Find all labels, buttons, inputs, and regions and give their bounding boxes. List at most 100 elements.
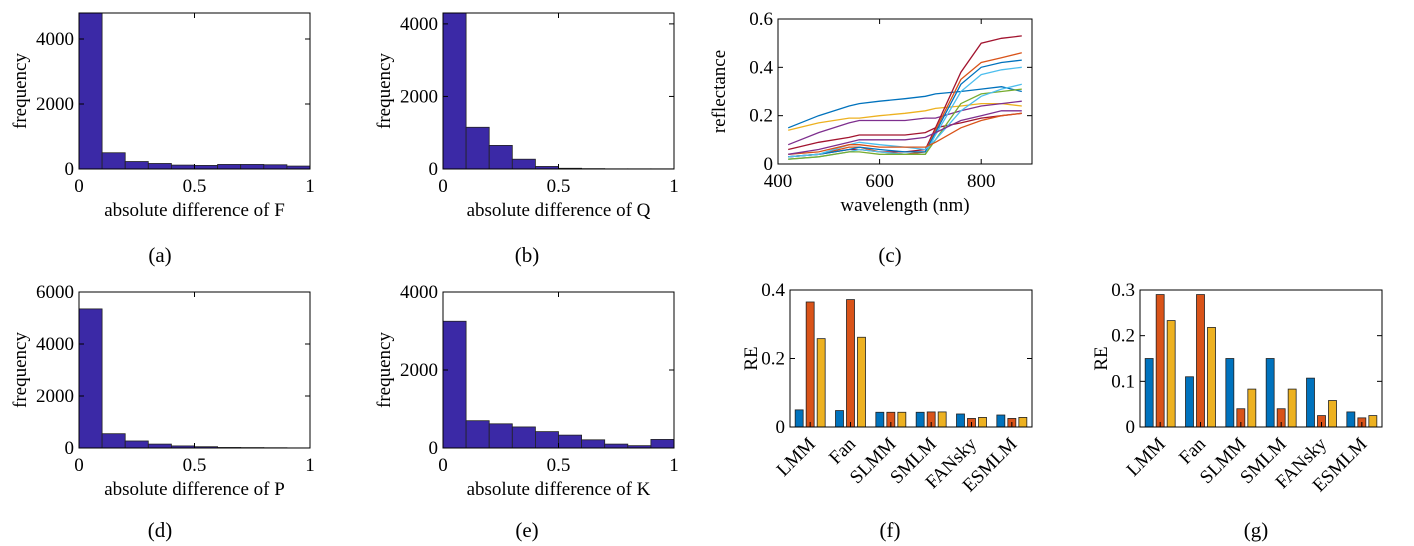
histogram-bar — [443, 13, 467, 169]
x-tick-label: 1 — [305, 455, 315, 476]
x-tick-label: 0 — [74, 455, 84, 476]
plot-data — [443, 320, 674, 448]
grouped-bar — [816, 338, 826, 427]
grouped-bar — [978, 417, 987, 427]
y-tick-label: 2000 — [36, 94, 74, 115]
x-tick-label: 0 — [438, 176, 448, 197]
subfigure-caption: (a) — [148, 243, 171, 267]
x-tick-label: 400 — [764, 171, 793, 192]
spectrum-line — [787, 100, 1022, 146]
y-tick-label: 4000 — [400, 14, 438, 35]
grouped-bar — [1196, 294, 1205, 427]
y-tick-label: 0.4 — [749, 57, 773, 78]
plot-data — [443, 13, 674, 169]
y-tick-label: 6000 — [36, 282, 74, 303]
y-tick-label: 2000 — [36, 386, 74, 407]
spectrum-line — [788, 52, 1022, 158]
histogram-bar — [124, 440, 149, 448]
subfigure-caption: (f) — [880, 518, 901, 542]
grouped-bar — [1207, 327, 1216, 427]
plot-data — [1144, 294, 1378, 427]
y-tick-label: 4000 — [400, 282, 438, 303]
histogram-bar — [263, 164, 288, 169]
grouped-bar — [1276, 408, 1286, 427]
histogram-bar — [194, 165, 219, 169]
x-tick-label: 0.5 — [183, 176, 207, 197]
subfigure-caption: (c) — [878, 243, 901, 267]
grouped-bar — [1265, 358, 1275, 427]
subfigure-caption: (e) — [515, 518, 538, 542]
y-tick-label: 4000 — [36, 334, 74, 355]
grouped-bar — [1328, 400, 1337, 427]
axes-box — [78, 12, 311, 170]
x-tick-label: 0.5 — [183, 455, 207, 476]
subfigure-caption: (g) — [1244, 518, 1269, 542]
plot-data — [787, 35, 1022, 160]
spectrum-line — [788, 110, 1022, 155]
y-tick-label: 0.3 — [1111, 280, 1135, 301]
spectrum-line — [788, 112, 1022, 151]
grouped-bar — [996, 414, 1006, 427]
grouped-bar — [1317, 415, 1326, 427]
y-axis-label: frequency — [374, 53, 395, 129]
panel-a — [78, 12, 311, 170]
spectrum-line — [788, 59, 1022, 158]
y-tick-label: 0 — [764, 154, 774, 175]
grouped-bar — [1346, 411, 1356, 427]
histogram-bar — [79, 13, 103, 169]
histogram-bar — [101, 152, 126, 169]
histogram-bar — [604, 443, 629, 448]
histogram-bar — [124, 161, 149, 169]
grouped-bar — [1225, 358, 1235, 427]
histogram-bar — [217, 164, 242, 169]
axes-box — [789, 289, 1033, 428]
y-tick-label: 0 — [1126, 417, 1136, 438]
histogram-bar — [147, 443, 172, 448]
grouped-bar — [1247, 388, 1257, 427]
panel-c — [777, 18, 1033, 165]
y-tick-label: 0 — [65, 159, 75, 180]
histogram-bar — [488, 145, 513, 169]
y-tick-label: 0.1 — [1111, 371, 1135, 392]
x-axis-label: wavelength (nm) — [840, 195, 969, 216]
grouped-bar — [857, 336, 866, 427]
x-axis-label: absolute difference of K — [467, 479, 651, 500]
y-tick-label: 0.2 — [761, 349, 785, 370]
y-axis-label: frequency — [10, 53, 31, 129]
grouped-bar — [1306, 377, 1315, 427]
plot-data — [794, 299, 1028, 427]
x-tick-label: 0.5 — [547, 455, 571, 476]
y-tick-label: 0 — [776, 417, 786, 438]
spectrum-line — [788, 35, 1022, 158]
histogram-bar — [240, 164, 265, 169]
category-label: LMM — [1123, 434, 1170, 481]
spectrum-line — [788, 112, 1022, 155]
y-axis-label: RE — [1091, 346, 1112, 370]
y-tick-label: 2000 — [400, 360, 438, 381]
plot-data — [79, 13, 310, 169]
grouped-bar — [897, 411, 907, 427]
panel-g — [1139, 289, 1383, 428]
y-axis-label: frequency — [374, 332, 395, 408]
spectrum-line — [788, 88, 1022, 160]
y-tick-label: 0.2 — [749, 106, 773, 127]
y-tick-label: 0.4 — [761, 280, 785, 301]
histogram-bar — [650, 439, 674, 448]
y-axis-label: frequency — [10, 332, 31, 408]
x-tick-label: 0 — [438, 455, 448, 476]
spectrum-line — [787, 86, 1022, 129]
x-axis-label: absolute difference of Q — [467, 200, 651, 221]
grouped-bar — [1185, 376, 1194, 427]
grouped-bar — [1287, 388, 1297, 427]
y-tick-label: 0.2 — [1111, 326, 1135, 347]
histogram-bar — [511, 158, 536, 169]
y-tick-label: 0.6 — [749, 9, 773, 30]
y-tick-label: 0 — [429, 438, 439, 459]
axes-box — [78, 291, 311, 449]
y-tick-label: 4000 — [36, 29, 74, 50]
grouped-bar — [1144, 358, 1154, 427]
y-tick-label: 0 — [429, 159, 439, 180]
plot-data — [79, 308, 310, 448]
panel-f — [789, 289, 1033, 428]
